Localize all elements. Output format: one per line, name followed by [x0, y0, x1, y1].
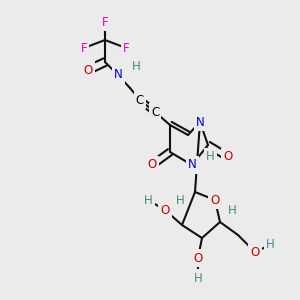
Text: H: H [266, 238, 274, 251]
Text: F: F [81, 41, 87, 55]
Text: H: H [194, 272, 202, 284]
Text: O: O [224, 151, 232, 164]
Text: N: N [188, 158, 196, 172]
Text: H: H [132, 59, 140, 73]
Text: N: N [196, 116, 204, 128]
Text: H: H [132, 59, 140, 73]
Text: H: H [206, 151, 214, 164]
Text: O: O [250, 245, 260, 259]
Text: O: O [194, 251, 202, 265]
Text: H: H [228, 203, 236, 217]
Text: F: F [123, 41, 129, 55]
Text: C: C [136, 94, 144, 106]
Text: C: C [151, 106, 159, 118]
Text: H: H [176, 194, 184, 206]
Text: F: F [102, 16, 108, 28]
Text: H: H [206, 151, 214, 164]
Text: O: O [147, 158, 157, 172]
Text: N: N [114, 68, 122, 82]
Text: O: O [160, 203, 169, 217]
Text: O: O [83, 64, 93, 76]
Text: O: O [210, 194, 220, 206]
Text: H: H [144, 194, 152, 206]
